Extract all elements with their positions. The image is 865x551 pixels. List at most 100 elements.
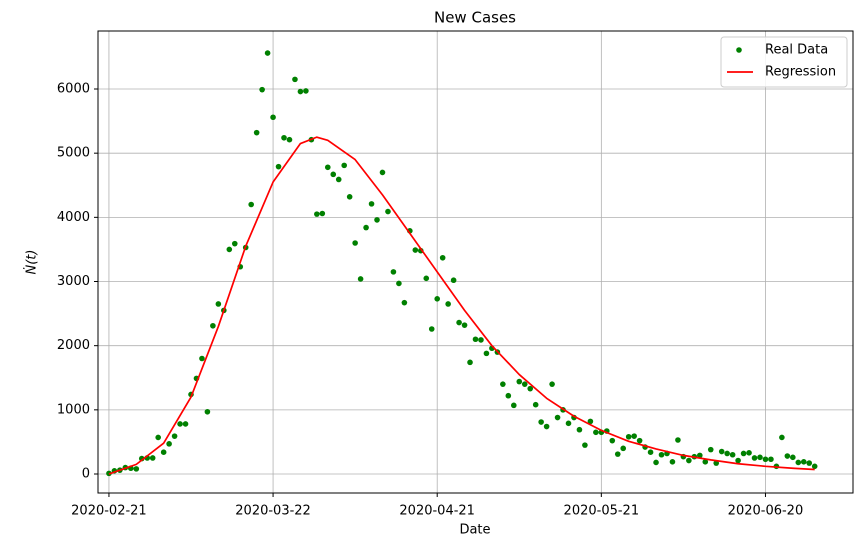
data-point <box>297 88 304 95</box>
data-point <box>702 459 709 465</box>
regression-line <box>108 136 815 475</box>
data-point <box>784 453 791 459</box>
data-point <box>686 457 692 464</box>
data-point <box>795 459 802 466</box>
data-point <box>653 459 659 466</box>
data-point <box>434 296 441 302</box>
data-point <box>133 466 140 472</box>
data-point <box>478 337 484 343</box>
data-point <box>341 162 347 169</box>
data-point <box>346 194 353 200</box>
data-point <box>270 114 276 121</box>
data-point <box>177 421 183 427</box>
data-point <box>707 446 714 453</box>
data-point <box>593 429 599 436</box>
data-point <box>385 208 391 215</box>
data-point <box>800 459 807 465</box>
data-point <box>396 280 402 287</box>
data-point <box>543 423 550 430</box>
data-point <box>806 460 813 466</box>
data-point <box>757 454 763 461</box>
legend-label: Regression <box>765 65 836 80</box>
data-point <box>160 449 167 455</box>
data-point <box>740 450 747 457</box>
data-point <box>521 381 528 387</box>
data-point <box>532 401 539 408</box>
data-point <box>587 418 594 425</box>
data-point <box>768 456 774 463</box>
x-axis-label: Date <box>459 523 490 538</box>
data-point <box>636 437 643 444</box>
data-point <box>149 455 156 461</box>
data-point <box>292 76 298 83</box>
data-point <box>647 449 654 455</box>
data-point <box>423 275 430 282</box>
data-point <box>762 456 769 463</box>
data-point <box>264 50 271 56</box>
data-point <box>500 381 506 387</box>
data-point <box>324 164 331 171</box>
data-point <box>281 134 287 141</box>
y-tick-label: 1000 <box>57 402 90 417</box>
data-point <box>259 86 265 93</box>
data-point <box>461 322 468 328</box>
data-point <box>527 385 534 392</box>
data-point <box>401 299 408 306</box>
y-tick-label: 4000 <box>57 210 90 225</box>
data-point <box>483 350 490 357</box>
data-point <box>790 454 796 461</box>
legend: Real Data Regression <box>720 36 848 88</box>
data-point <box>303 88 309 94</box>
data-point <box>412 247 419 253</box>
data-point <box>450 277 457 284</box>
data-point <box>226 246 233 253</box>
legend-marker <box>736 47 742 53</box>
data-point <box>275 163 282 170</box>
plot-frame <box>97 30 854 494</box>
y-tick-label: 2000 <box>57 338 90 353</box>
data-point <box>248 201 254 208</box>
data-point <box>467 359 473 366</box>
data-point <box>335 176 342 183</box>
x-tick-label: 2020-05-21 <box>564 504 640 519</box>
data-point <box>576 426 583 433</box>
data-point <box>357 276 364 282</box>
data-point <box>538 419 544 425</box>
data-point <box>609 437 616 444</box>
data-point <box>456 319 462 326</box>
data-point <box>166 441 172 447</box>
data-point <box>675 437 681 443</box>
data-point <box>724 450 730 457</box>
data-point <box>582 442 588 448</box>
data-point <box>363 224 369 231</box>
data-point <box>199 355 205 362</box>
data-point <box>215 301 222 307</box>
data-point <box>718 448 725 455</box>
data-point <box>554 414 561 421</box>
data-point <box>729 451 736 458</box>
data-point <box>445 301 451 307</box>
data-point <box>231 240 238 247</box>
x-tick-label: 2020-04-21 <box>399 504 475 519</box>
data-point <box>669 459 676 465</box>
data-point <box>565 420 572 427</box>
y-tick-label: 3000 <box>57 274 90 289</box>
y-tick-label: 6000 <box>57 82 90 97</box>
data-point <box>319 210 326 217</box>
data-point <box>314 211 320 217</box>
x-tick-label: 2020-02-21 <box>71 504 147 519</box>
data-point <box>374 217 380 223</box>
y-tick-label: 0 <box>82 467 90 482</box>
data-point <box>379 169 386 176</box>
legend-box <box>720 36 848 88</box>
chart-title: New Cases <box>434 9 516 27</box>
data-point <box>352 240 358 246</box>
y-tick-label: 5000 <box>57 146 90 161</box>
data-point <box>625 433 632 440</box>
data-point <box>428 326 435 332</box>
data-point <box>631 433 637 439</box>
data-point <box>253 129 260 136</box>
data-point <box>697 452 703 459</box>
